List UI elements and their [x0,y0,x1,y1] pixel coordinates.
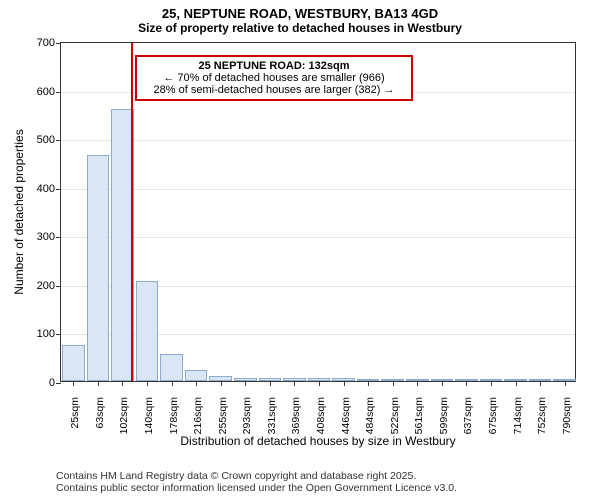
xtick-label: 522sqm [385,397,401,434]
footer-line-1: Contains HM Land Registry data © Crown c… [56,470,457,482]
xtick-label: 216sqm [188,397,204,434]
xtick-label: 140sqm [139,397,155,434]
ytick-label: 200 [37,280,61,292]
ytick-label: 100 [37,328,61,340]
gridline [61,189,575,190]
annotation-title: 25 NEPTUNE ROAD: 132sqm [145,60,403,72]
xtick-label: 293sqm [237,397,253,434]
xtick-label: 790sqm [557,397,573,434]
xtick-label: 331sqm [262,397,278,434]
histogram-bar [87,155,110,381]
gridline [61,237,575,238]
xtick-mark [196,381,197,386]
xtick-label: 637sqm [458,397,474,434]
xtick-mark [245,381,246,386]
annotation-box: 25 NEPTUNE ROAD: 132sqm← 70% of detached… [135,55,413,101]
ytick-label: 400 [37,183,61,195]
property-marker-line [131,43,133,381]
xtick-label: 675sqm [483,397,499,434]
xtick-label: 369sqm [286,397,302,434]
xtick-mark [221,381,222,386]
xtick-label: 484sqm [360,397,376,434]
xtick-label: 752sqm [532,397,548,434]
xtick-label: 102sqm [114,397,130,434]
xtick-mark [122,381,123,386]
y-axis-label: Number of detached properties [12,129,26,294]
footer-line-2: Contains public sector information licen… [56,482,457,494]
ytick-label: 500 [37,134,61,146]
xtick-mark [442,381,443,386]
xtick-mark [368,381,369,386]
xtick-mark [417,381,418,386]
xtick-mark [540,381,541,386]
histogram-bar [136,281,159,381]
xtick-label: 446sqm [336,397,352,434]
xtick-label: 178sqm [164,397,180,434]
histogram-bar [185,370,208,381]
histogram-bar [160,354,183,381]
xtick-mark [491,381,492,386]
ytick-label: 700 [37,37,61,49]
xtick-mark [565,381,566,386]
xtick-mark [319,381,320,386]
xtick-mark [516,381,517,386]
xtick-mark [98,381,99,386]
xtick-label: 255sqm [213,397,229,434]
xtick-label: 63sqm [90,397,106,429]
gridline [61,140,575,141]
xtick-mark [294,381,295,386]
xtick-label: 561sqm [409,397,425,434]
ytick-label: 0 [49,377,61,389]
xtick-label: 599sqm [434,397,450,434]
xtick-label: 408sqm [311,397,327,434]
chart-plot-area: 010020030040050060070025sqm63sqm102sqm14… [60,42,576,382]
xtick-mark [344,381,345,386]
xtick-label: 714sqm [508,397,524,434]
title-line-1: 25, NEPTUNE ROAD, WESTBURY, BA13 4GD [0,6,600,21]
ytick-label: 600 [37,86,61,98]
xtick-mark [73,381,74,386]
xtick-label: 25sqm [65,397,81,429]
xtick-mark [172,381,173,386]
x-axis-label: Distribution of detached houses by size … [60,434,576,448]
xtick-mark [393,381,394,386]
footer-attribution: Contains HM Land Registry data © Crown c… [56,470,457,494]
annotation-line-1: ← 70% of detached houses are smaller (96… [145,72,403,84]
xtick-mark [466,381,467,386]
xtick-mark [270,381,271,386]
ytick-label: 300 [37,231,61,243]
histogram-bar [62,345,85,381]
title-line-2: Size of property relative to detached ho… [0,21,600,35]
xtick-mark [147,381,148,386]
chart-title-block: 25, NEPTUNE ROAD, WESTBURY, BA13 4GD Siz… [0,0,600,35]
annotation-line-2: 28% of semi-detached houses are larger (… [145,84,403,96]
